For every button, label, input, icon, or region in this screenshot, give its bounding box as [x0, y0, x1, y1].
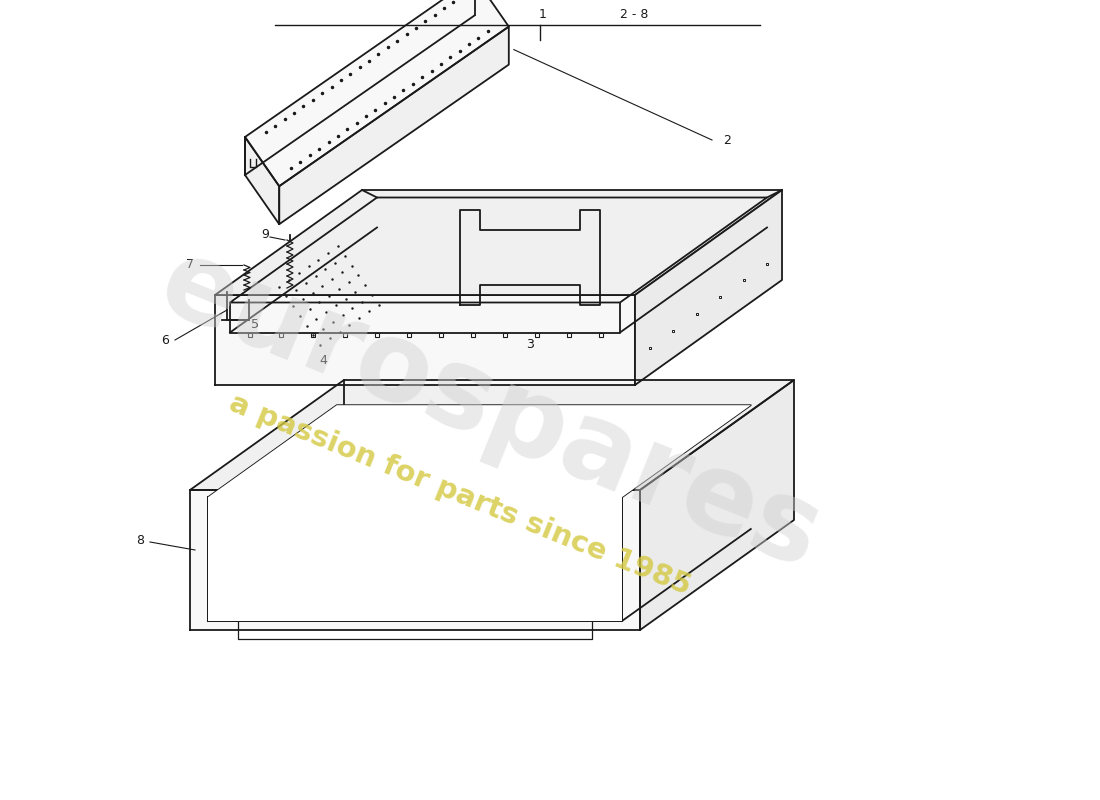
Polygon shape: [270, 237, 388, 354]
Polygon shape: [190, 380, 794, 490]
Text: 4: 4: [320, 354, 328, 366]
Polygon shape: [635, 190, 782, 385]
Polygon shape: [190, 490, 640, 630]
Polygon shape: [319, 306, 388, 365]
Text: eurospares: eurospares: [144, 229, 836, 591]
Text: 2 - 8: 2 - 8: [620, 8, 648, 21]
Text: 1: 1: [539, 8, 547, 21]
Text: 7: 7: [186, 258, 194, 271]
Polygon shape: [214, 295, 635, 385]
Text: 9: 9: [261, 229, 268, 242]
Polygon shape: [245, 137, 279, 224]
Polygon shape: [245, 0, 509, 186]
Text: 5: 5: [251, 318, 258, 331]
Text: a passion for parts since 1985: a passion for parts since 1985: [226, 390, 695, 601]
Text: 2: 2: [723, 134, 730, 146]
Text: 6: 6: [161, 334, 169, 346]
Text: 8: 8: [136, 534, 144, 546]
Polygon shape: [270, 285, 319, 365]
Text: 3: 3: [526, 338, 534, 351]
Polygon shape: [208, 497, 622, 621]
Polygon shape: [214, 190, 782, 295]
Polygon shape: [640, 380, 794, 630]
Polygon shape: [279, 26, 509, 224]
Polygon shape: [460, 210, 600, 305]
Polygon shape: [208, 405, 751, 497]
